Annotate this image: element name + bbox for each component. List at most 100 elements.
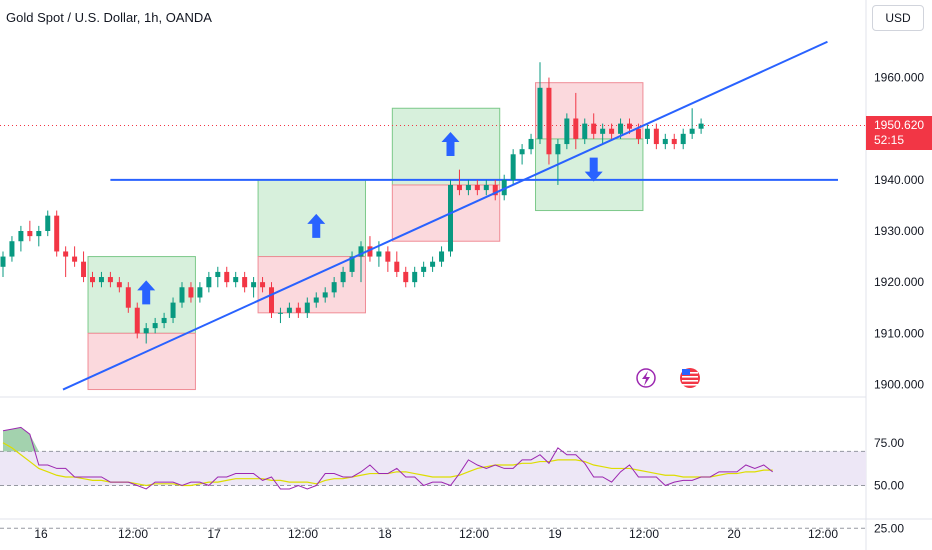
candle-body-7 [63,251,69,257]
rsi-tick-label-0: 75.00 [874,436,904,450]
candle-body-30 [269,287,274,313]
up-arrow-icon-0 [137,280,156,305]
candle-body-14 [125,287,131,308]
candle-25 [224,266,230,288]
candle-body-50 [448,184,453,252]
candle-body-55 [492,184,498,196]
candle-40 [358,241,364,283]
candle-22 [197,282,203,303]
candle-36 [322,287,328,303]
lightning-event-bolt [642,371,650,386]
up-arrow-icon-1 [307,213,326,238]
up-arrow-icon-2 [441,132,460,157]
candle-body-37 [331,282,337,293]
flag-canton [682,369,690,375]
us-flag-event-icon [680,368,700,388]
candle-78 [698,118,704,134]
price-tick-label-6: 1960.000 [874,71,924,85]
candle-16 [143,323,149,344]
candle-body-4 [36,231,42,237]
candle-body-44 [394,261,400,272]
candle-body-34 [304,302,310,313]
loss-zone-1 [87,332,196,391]
candle-54 [483,179,489,196]
candle-body-69 [618,123,624,134]
price-tick-label-4: 1940.000 [874,173,924,187]
profit-zone-0 [87,256,196,334]
candle-body-45 [403,271,409,283]
candle-body-1 [9,241,15,257]
candle-8 [72,246,78,267]
candle-body-63 [564,118,570,145]
candle-body-71 [635,128,641,139]
candle-body-20 [179,287,185,303]
bar-countdown: 52:15 [874,133,905,147]
candle-body-25 [224,271,230,283]
candle-63 [564,113,570,150]
candle-66 [591,113,597,139]
candle-45 [403,266,409,288]
candle-28 [251,277,257,298]
candle-61 [546,77,552,165]
candle-18 [161,312,167,329]
candle-38 [340,266,346,288]
candle-body-8 [72,256,78,262]
candle-body-12 [107,277,113,283]
time-tick-label-2: 17 [207,527,221,541]
candle-body-74 [662,138,668,145]
candle-body-33 [295,307,301,313]
candle-body-11 [98,277,104,283]
candle-21 [188,282,194,303]
time-tick-label-0: 16 [34,527,48,541]
rsi-line [2,426,774,490]
loss-zone-3 [257,256,366,314]
candle-52 [465,179,471,196]
candle-body-46 [412,271,418,283]
candle-26 [233,271,239,288]
candle-6 [54,210,60,257]
candle-body-47 [421,266,427,272]
candle-body-3 [27,231,33,237]
candle-body-43 [385,251,391,262]
candle-body-28 [251,282,257,288]
candle-57 [510,149,516,185]
candle-32 [286,302,292,318]
candle-56 [501,174,507,201]
time-tick-label-1: 12:00 [118,527,148,541]
candle-14 [125,282,131,313]
candle-60 [537,62,543,145]
candle-body-68 [609,128,615,134]
candle-13 [116,277,122,293]
time-tick-label-3: 12:00 [288,527,318,541]
profit-zone-4 [391,107,501,186]
candle-body-29 [260,282,266,288]
time-tick-label-6: 19 [548,527,562,541]
last-price-value: 1950.620 [874,118,925,132]
symbol-title[interactable]: Gold Spot / U.S. Dollar, 1h, OANDA [6,10,212,25]
candle-0 [0,251,6,278]
candle-43 [385,246,391,272]
candle-77 [689,108,695,139]
candle-30 [269,282,274,318]
candle-body-77 [689,128,695,134]
candle-68 [609,123,615,139]
candle-59 [528,133,534,155]
candle-body-26 [233,277,239,283]
currency-button[interactable]: USD [872,5,924,31]
candle-23 [206,271,212,293]
candle-body-70 [627,123,632,129]
flag-stripe-3 [682,384,698,386]
candle-74 [662,133,668,150]
trendline [62,40,828,391]
candle-5 [45,210,51,237]
time-tick-label-4: 18 [378,527,392,541]
candle-body-9 [81,261,87,278]
candle-body-18 [161,317,167,324]
candle-4 [36,225,42,247]
candle-body-2 [18,231,24,242]
candle-62 [555,138,561,185]
flag-stripe-1 [682,376,698,378]
candle-24 [215,266,221,288]
